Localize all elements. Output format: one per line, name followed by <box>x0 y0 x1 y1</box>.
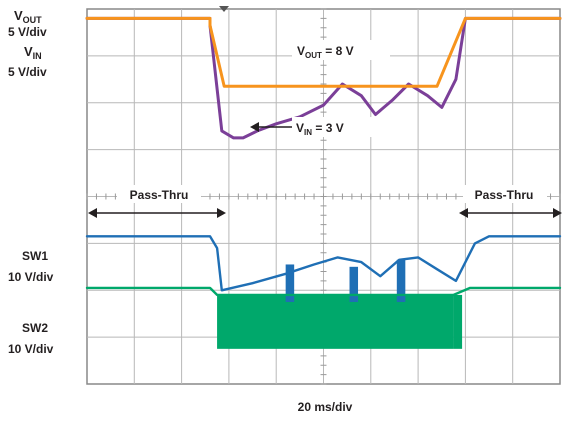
vout-annotation-bg <box>292 40 390 60</box>
sw2-trace <box>85 286 562 297</box>
vout-scale-label: 5 V/div <box>8 25 47 39</box>
scope-traces <box>85 16 562 349</box>
vout-trace <box>85 16 562 88</box>
sw1-switching-burst <box>349 266 359 302</box>
pass-right-bg <box>463 185 547 203</box>
sw1-channel-label: SW1 <box>22 249 48 263</box>
pass-left-bg <box>117 185 201 203</box>
sw1-switching-burst <box>285 264 295 302</box>
sw2-scale-label: 10 V/div <box>8 342 54 356</box>
vin-annotation: VIN = 3 V <box>296 121 344 137</box>
vout-channel-label: VOUT <box>14 8 42 25</box>
sw2-channel-label: SW2 <box>22 321 48 335</box>
pass-thru-left-label: Pass-Thru <box>130 188 189 202</box>
time-scale-label: 20 ms/div <box>298 400 353 414</box>
vin-scale-label: 5 V/div <box>8 65 47 79</box>
sw1-trace <box>85 235 562 292</box>
trigger-marker-icon <box>219 6 229 12</box>
pass-thru-right-label: Pass-Thru <box>475 188 534 202</box>
sw2-switching-burst <box>217 294 454 349</box>
vin-annotation-arrow <box>250 122 292 132</box>
pass-thru-left-arrow <box>88 208 226 218</box>
vin-annotation-bg <box>292 117 372 137</box>
sw1-switching-burst <box>396 259 406 302</box>
pass-thru-right-arrow <box>459 208 562 218</box>
sw2-switching-burst <box>453 294 463 349</box>
vin-channel-label: VIN <box>24 44 42 61</box>
vin-trace <box>85 16 562 140</box>
sw1-scale-label: 10 V/div <box>8 270 54 284</box>
vout-annotation: VOUT = 8 V <box>297 44 354 60</box>
